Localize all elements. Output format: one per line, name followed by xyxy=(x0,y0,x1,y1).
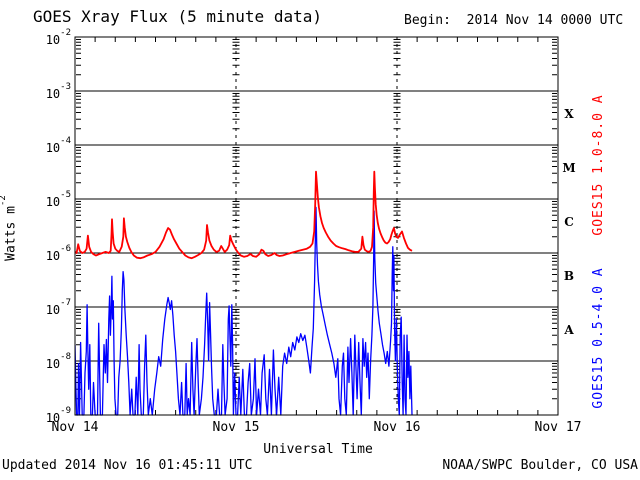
plot-border xyxy=(74,36,559,416)
x-tick-label: Nov 15 xyxy=(212,420,260,435)
data-series-long-wavelength xyxy=(75,170,413,260)
y-tick-base: 10 xyxy=(45,303,61,317)
y-tick-exponent: -2 xyxy=(60,28,71,38)
flare-class-B: B xyxy=(563,269,575,283)
y-tick-label: 10-4 xyxy=(29,136,71,155)
y-tick-exponent: -6 xyxy=(60,244,71,254)
flare-class-C: C xyxy=(564,215,574,229)
y-tick-label: 10-7 xyxy=(29,298,71,317)
y-tick-label: 10-2 xyxy=(29,28,71,47)
y-tick-exponent: -9 xyxy=(60,406,71,416)
credit-text: NOAA/SWPC Boulder, CO USA xyxy=(442,458,638,473)
y-tick-exponent: -8 xyxy=(60,352,71,362)
y-tick-label: 10-6 xyxy=(29,244,71,263)
x-tick-label: Nov 16 xyxy=(373,420,421,435)
y-tick-label: 10-8 xyxy=(29,352,71,371)
y-tick-base: 10 xyxy=(45,33,61,47)
y-tick-base: 10 xyxy=(45,249,61,263)
y-tick-label: 10-3 xyxy=(29,82,71,101)
y-tick-exponent: -4 xyxy=(60,136,71,146)
series-label-long-channel: GOES15 1.0-8.0 A xyxy=(591,94,606,236)
y-tick-base: 10 xyxy=(45,411,61,425)
y-tick-base: 10 xyxy=(45,87,61,101)
y-tick-base: 10 xyxy=(45,357,61,371)
y-tick-exponent: -3 xyxy=(60,82,71,92)
y-tick-label: 10-5 xyxy=(29,190,71,209)
flare-class-X: X xyxy=(564,107,574,121)
updated-timestamp: Updated 2014 Nov 16 01:45:11 UTC xyxy=(2,458,253,473)
x-tick-label: Nov 17 xyxy=(534,420,582,435)
y-tick-exponent: -7 xyxy=(60,298,71,308)
series-label-short-channel: GOES15 0.5-4.0 A xyxy=(591,267,606,409)
data-series-short-wavelength xyxy=(75,206,413,416)
flare-class-M: M xyxy=(562,161,576,175)
flare-class-A: A xyxy=(564,323,574,337)
chart-title: GOES Xray Flux (5 minute data) xyxy=(33,7,322,26)
x-tick-label: Nov 14 xyxy=(51,420,99,435)
y-tick-base: 10 xyxy=(45,195,61,209)
x-axis-title: Universal Time xyxy=(263,442,373,457)
y-tick-exponent: -5 xyxy=(60,190,71,200)
begin-timestamp: Begin: 2014 Nov 14 0000 UTC xyxy=(404,13,624,28)
y-tick-label: 10-9 xyxy=(29,406,71,425)
y-tick-base: 10 xyxy=(45,141,61,155)
